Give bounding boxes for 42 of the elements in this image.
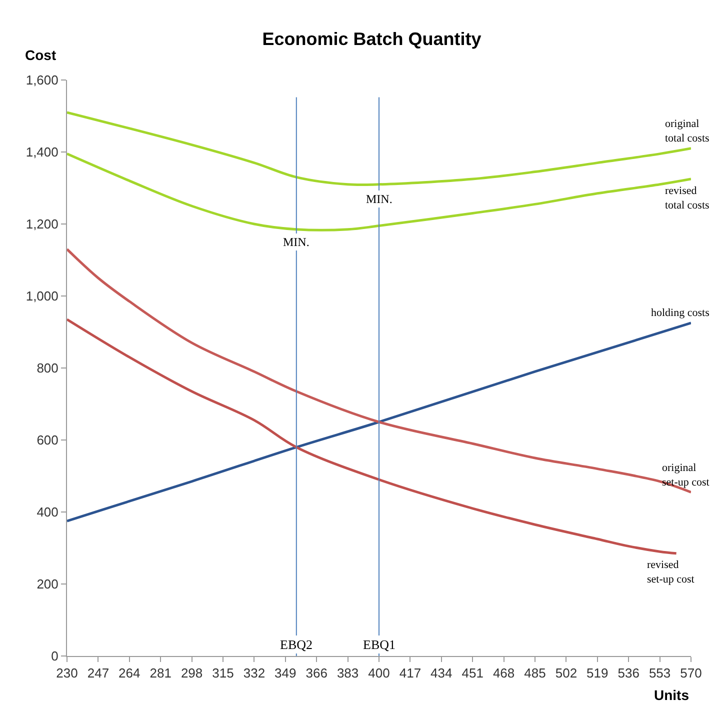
x-tick-label: 230 [56, 666, 78, 681]
y-tick-label: 1,200 [26, 216, 58, 232]
ref-line-label: EBQ1 [363, 637, 396, 652]
chart-title: Economic Batch Quantity [262, 28, 482, 49]
y-tick-label: 600 [36, 432, 58, 448]
x-tick-label: 570 [680, 666, 702, 681]
y-tick-label: 400 [36, 504, 58, 520]
x-tick-label: 468 [492, 666, 515, 681]
series-label: original total costs [665, 118, 710, 144]
y-tick-label: 800 [36, 360, 58, 376]
x-tick-label: 485 [524, 666, 546, 681]
y-tick-label: 1,400 [26, 144, 58, 160]
series-label: revised set-up cost [647, 559, 694, 586]
y-tick-label: 1,000 [26, 288, 58, 304]
x-tick-label: 502 [555, 666, 578, 681]
x-tick-label: 519 [586, 666, 608, 681]
y-axis-title: Cost [25, 47, 56, 63]
x-tick-label: 298 [180, 666, 203, 681]
x-tick-label: 553 [648, 666, 671, 681]
series-label: revised total costs [665, 185, 710, 212]
ref-line-label: EBQ2 [280, 637, 312, 652]
y-tick-label: 0 [51, 648, 58, 664]
x-tick-label: 247 [87, 666, 110, 681]
x-tick-label: 281 [150, 666, 172, 681]
x-tick-label: 451 [462, 666, 484, 681]
x-tick-label: 264 [118, 666, 140, 681]
series-label: holding costs [651, 307, 710, 319]
x-axis-title: Units [654, 687, 690, 703]
y-tick-label: 200 [36, 576, 58, 592]
x-tick-label: 417 [399, 666, 422, 681]
x-tick-label: 349 [274, 666, 296, 681]
annotation: MIN. [366, 192, 392, 206]
y-tick-label: 1,600 [26, 72, 58, 88]
annotation: MIN. [283, 235, 310, 249]
x-tick-label: 332 [243, 666, 266, 681]
x-tick-label: 366 [306, 666, 328, 681]
x-tick-label: 315 [212, 666, 234, 681]
x-tick-label: 400 [368, 666, 390, 681]
x-tick-label: 536 [618, 666, 640, 681]
series-label: original set-up cost [662, 462, 710, 488]
x-tick-label: 434 [430, 666, 452, 681]
x-tick-label: 383 [336, 666, 359, 681]
